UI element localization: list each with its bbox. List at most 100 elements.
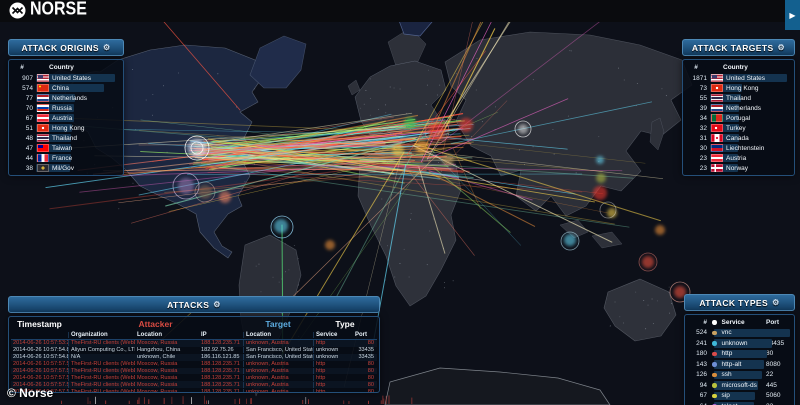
country-row[interactable]: 907 United States: [11, 73, 121, 83]
country-count: 48: [25, 134, 33, 142]
attack-timestamp: 2014-06-26 10:57:57.54: [13, 381, 68, 388]
country-count: 34: [699, 114, 707, 122]
attacker-ip: 182.92.75.26: [201, 347, 234, 354]
country-row[interactable]: 574 China: [11, 83, 121, 93]
service-port: 445: [766, 381, 777, 389]
attacker-ip: 188.128.235.71: [201, 381, 240, 388]
country-row[interactable]: 31 Canada: [685, 133, 792, 143]
country-name: Austria: [52, 114, 73, 122]
attack-type-row[interactable]: 64 telnet 23: [687, 401, 792, 405]
attack-row[interactable]: 2014-06-26 10:57:54.86 N/A unknown, Chil…: [11, 353, 377, 361]
service-port: 33435: [766, 339, 785, 347]
attack-origins-panel: ATTACK ORIGINS ⚙ # Country 907 United St…: [8, 39, 124, 176]
attack-timestamp: 2014-06-26 10:57:53:23: [13, 340, 68, 347]
country-row[interactable]: 48 Thailand: [11, 133, 121, 143]
type-group-header: Type: [335, 319, 355, 329]
country-row[interactable]: 30 Liechtenstein: [685, 143, 792, 153]
expand-panel-tab[interactable]: ▶: [785, 0, 800, 30]
count-bar: [714, 349, 768, 358]
attack-timestamp: 2014-06-26 10:57:57.53: [13, 368, 68, 374]
attack-targets-title: ATTACK TARGETS: [691, 42, 774, 53]
country-flag-icon: [711, 84, 723, 92]
attack-row[interactable]: 2014-06-26 10:57:57.54 TheFirst-RU clien…: [11, 381, 377, 389]
country-name: United States: [52, 74, 92, 82]
service-color-dot: [712, 330, 717, 335]
country-name: Hong Kong: [52, 124, 85, 132]
country-row[interactable]: 55 Thailand: [685, 93, 792, 103]
attacker-organization: Aliyun Computing Co., LTD: [68, 347, 135, 354]
norse-logo-icon: [9, 2, 26, 18]
origins-column-headers: # Country: [11, 62, 121, 73]
country-row[interactable]: 34 Portugal: [685, 113, 792, 123]
attack-service: http: [313, 388, 353, 392]
country-row[interactable]: 23 Norway: [685, 163, 792, 173]
norse-logo: NORSE: [9, 0, 87, 19]
attack-service: http: [313, 381, 353, 388]
attack-type-row[interactable]: 94 microsoft-ds 445: [687, 380, 792, 391]
types-column-headers: # Service Port: [687, 317, 792, 328]
country-row[interactable]: 51 Hong Kong: [11, 123, 121, 133]
gear-icon[interactable]: ⚙: [102, 42, 111, 52]
gear-icon[interactable]: ⚙: [772, 297, 780, 307]
country-row[interactable]: 39 Netherlands: [685, 103, 792, 113]
country-count: 23: [699, 164, 707, 172]
attack-row[interactable]: 2014-06-26 10:57:57.52 TheFirst-RU clien…: [11, 361, 377, 368]
country-row[interactable]: 70 Russia: [11, 103, 121, 113]
attack-row[interactable]: 2014-06-26 10:57:57.53 TheFirst-RU clien…: [11, 367, 377, 375]
count-bar: [710, 94, 741, 102]
type-count: 94: [699, 381, 707, 389]
attacker-organization: TheFirst-RU clients (WebDC: [68, 340, 135, 347]
country-row[interactable]: 44 France: [11, 153, 121, 163]
attack-type-row[interactable]: 180 http 80: [687, 349, 792, 360]
country-row[interactable]: 47 Taiwan: [11, 143, 121, 153]
attack-type-row[interactable]: 67 sip 5060: [687, 391, 792, 402]
types-list: 524 vnc 5900 241 unknown 33435 180 http …: [687, 328, 792, 405]
attack-type-row[interactable]: 143 http-alt 8080: [687, 359, 792, 370]
type-count: 241: [696, 339, 707, 347]
attacker-group-header: Attacker: [138, 319, 173, 329]
service-name: vnc: [721, 329, 732, 337]
country-count: 77: [25, 94, 33, 102]
service-port: 22: [766, 371, 774, 379]
count-bar: [710, 114, 739, 122]
attack-origins-header[interactable]: ATTACK ORIGINS ⚙: [8, 39, 124, 56]
attack-targets-header[interactable]: ATTACK TARGETS ⚙: [682, 39, 795, 56]
country-row[interactable]: 77 Netherlands: [11, 93, 121, 103]
attack-type-row[interactable]: 126 ssh 22: [687, 370, 792, 381]
attack-port: 33435: [358, 347, 374, 354]
count-bar: [714, 360, 764, 369]
country-flag-icon: [37, 134, 49, 142]
attacker-location-header: Location: [137, 331, 162, 338]
country-row[interactable]: 32 Turkey: [685, 123, 792, 133]
country-row[interactable]: 38 Mil/Gov: [11, 163, 121, 173]
top-bar: NORSE: [0, 0, 800, 22]
count-bar: [36, 104, 74, 112]
country-row[interactable]: 1871 United States: [685, 73, 792, 83]
attack-row[interactable]: 2014-06-26 10:57:54.85 Aliyun Computing …: [11, 347, 377, 354]
attack-type-row[interactable]: 524 vnc 5900: [687, 328, 792, 339]
attacks-header[interactable]: ATTACKS ⚙: [8, 296, 380, 313]
attack-type-row[interactable]: 241 unknown 33435: [687, 338, 792, 349]
gear-icon[interactable]: ⚙: [213, 299, 221, 309]
service-name: microsoft-ds: [721, 381, 757, 389]
attack-row[interactable]: 2014-06-26 10:57:57.53 TheFirst-RU clien…: [11, 374, 377, 381]
attack-types-header[interactable]: ATTACK TYPES ⚙: [684, 294, 795, 311]
attack-timestamp: 2014-06-26 10:57:57.52: [13, 361, 68, 368]
attack-row[interactable]: 2014-06-26 10:57:57.55 TheFirst-RU clien…: [11, 388, 377, 393]
attack-row[interactable]: 2014-06-26 10:57:53:23 TheFirst-RU clien…: [11, 340, 377, 347]
country-count: 55: [699, 94, 707, 102]
count-bar: [36, 94, 75, 102]
country-flag-icon: [711, 124, 723, 132]
country-row[interactable]: 73 Hong Kong: [685, 83, 792, 93]
count-bar: [714, 328, 790, 337]
gear-icon[interactable]: ⚙: [777, 42, 786, 52]
country-row[interactable]: 67 Austria: [11, 113, 121, 123]
count-bar: [36, 124, 72, 132]
attack-service: unknown: [313, 354, 353, 361]
attacker-ip: 188.128.235.71: [201, 388, 240, 393]
country-row[interactable]: 23 Austria: [685, 153, 792, 163]
service-name: unknown: [721, 339, 748, 347]
count-bar: [714, 402, 755, 405]
attacker-location: unknown, Chile: [137, 354, 176, 361]
